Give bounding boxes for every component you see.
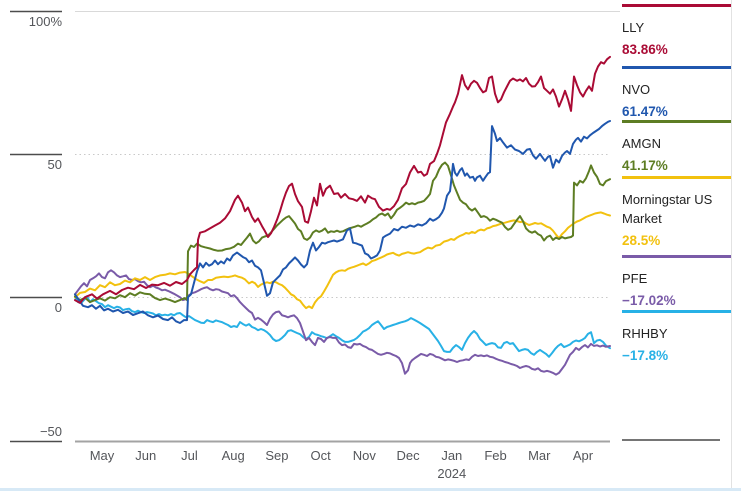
series-line-nvo[interactable]: [74, 120, 611, 324]
series-line-pfe[interactable]: [74, 269, 611, 376]
x-axis-month-label-mar: Mar: [528, 448, 551, 463]
legend-label: NVO: [622, 82, 651, 97]
x-axis-month-label-feb: Feb: [484, 448, 507, 463]
legend-item-pfe[interactable]: PFE −17.02%: [622, 255, 731, 308]
legend-item-lly[interactable]: LLY 83.86%: [622, 4, 731, 57]
legend-item-amgn[interactable]: AMGN 41.17%: [622, 120, 731, 173]
legend-value: 28.5%: [622, 233, 661, 248]
series-line-rhhby[interactable]: [74, 295, 611, 358]
x-axis-month-label-dec: Dec: [396, 448, 420, 463]
legend-value: 61.47%: [622, 104, 668, 119]
legend-label: RHHBY: [622, 326, 668, 341]
legend-value: 41.17%: [622, 158, 668, 173]
y-axis-label--50: −50: [39, 423, 62, 439]
x-axis-month-label-may: May: [89, 448, 115, 463]
x-axis-year-label: 2024: [437, 466, 467, 481]
legend-item-rhhby[interactable]: RHHBY −17.8%: [622, 310, 731, 363]
x-axis-month-label-aug: Aug: [221, 448, 245, 463]
x-axis-month-label-oct: Oct: [310, 448, 331, 463]
y-axis-label-50: 50: [47, 156, 62, 172]
bottom-scroll-edge: [0, 488, 741, 491]
panel-right-border: [731, 0, 732, 491]
x-axis-month-label-apr: Apr: [572, 448, 594, 463]
legend-label: PFE: [622, 271, 648, 286]
legend-item-nvo[interactable]: NVO 61.47%: [622, 66, 731, 119]
x-axis-month-label-jul: Jul: [181, 448, 198, 463]
x-axis-month-label-sep: Sep: [265, 448, 289, 463]
series-line-lly[interactable]: [74, 55, 611, 304]
series-line-morningstar-us-market[interactable]: [74, 211, 611, 310]
legend-bottom-divider: [622, 439, 720, 441]
x-axis-month-label-jan: Jan: [441, 448, 463, 463]
legend-value: −17.8%: [622, 348, 669, 363]
x-axis-month-label-jun: Jun: [135, 448, 157, 463]
y-axis-label-0: 0: [54, 300, 62, 316]
legend-value: 83.86%: [622, 42, 668, 57]
y-axis-label-100: 100%: [28, 13, 62, 29]
legend-label: AMGN: [622, 136, 661, 151]
series-line-amgn[interactable]: [74, 161, 611, 304]
legend-label: Morningstar US Market: [622, 192, 713, 226]
legend-value: −17.02%: [622, 293, 676, 308]
x-axis-month-label-nov: Nov: [352, 448, 376, 463]
legend-item-morningstar-us-market[interactable]: Morningstar US Market 28.5%: [622, 176, 731, 248]
legend-label: LLY: [622, 20, 645, 35]
